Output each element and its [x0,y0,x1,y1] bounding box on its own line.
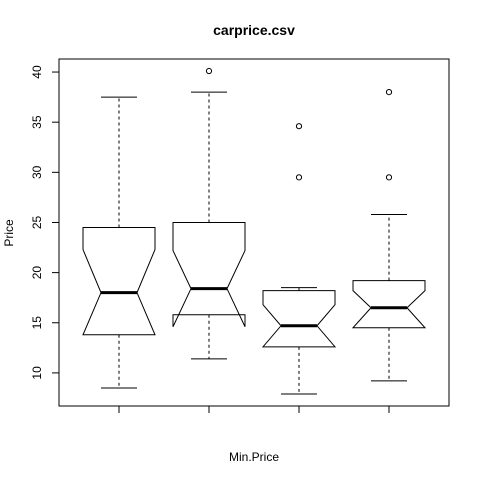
x-axis-label: Min.Price [229,450,279,464]
y-tick-label: 35 [30,115,44,129]
notched-box [261,290,337,348]
x-axis [118,405,390,413]
y-tick-label: 10 [30,366,44,380]
outlier-point [385,88,393,96]
y-tick-label: 25 [30,215,44,229]
box-group-3 [261,123,337,395]
box-group-4 [351,88,427,382]
outlier-point [295,174,303,181]
outlier-point [385,174,393,181]
box-group-1 [82,96,156,389]
y-axis-label: Price [2,219,16,247]
outlier-point [295,123,303,130]
y-tick-label: 20 [30,266,44,280]
y-tick-label: 40 [30,65,44,79]
y-tick-label: 15 [30,316,44,330]
notched-box [172,221,246,327]
notched-box [82,226,156,336]
box-group-2 [172,67,246,360]
boxes [82,67,427,395]
chart-title: carprice.csv [213,22,295,38]
notched-box [351,280,427,329]
y-axis: 10 15 20 25 30 35 40 [30,65,60,380]
y-tick-label: 30 [30,165,44,179]
outlier-point [205,67,213,75]
